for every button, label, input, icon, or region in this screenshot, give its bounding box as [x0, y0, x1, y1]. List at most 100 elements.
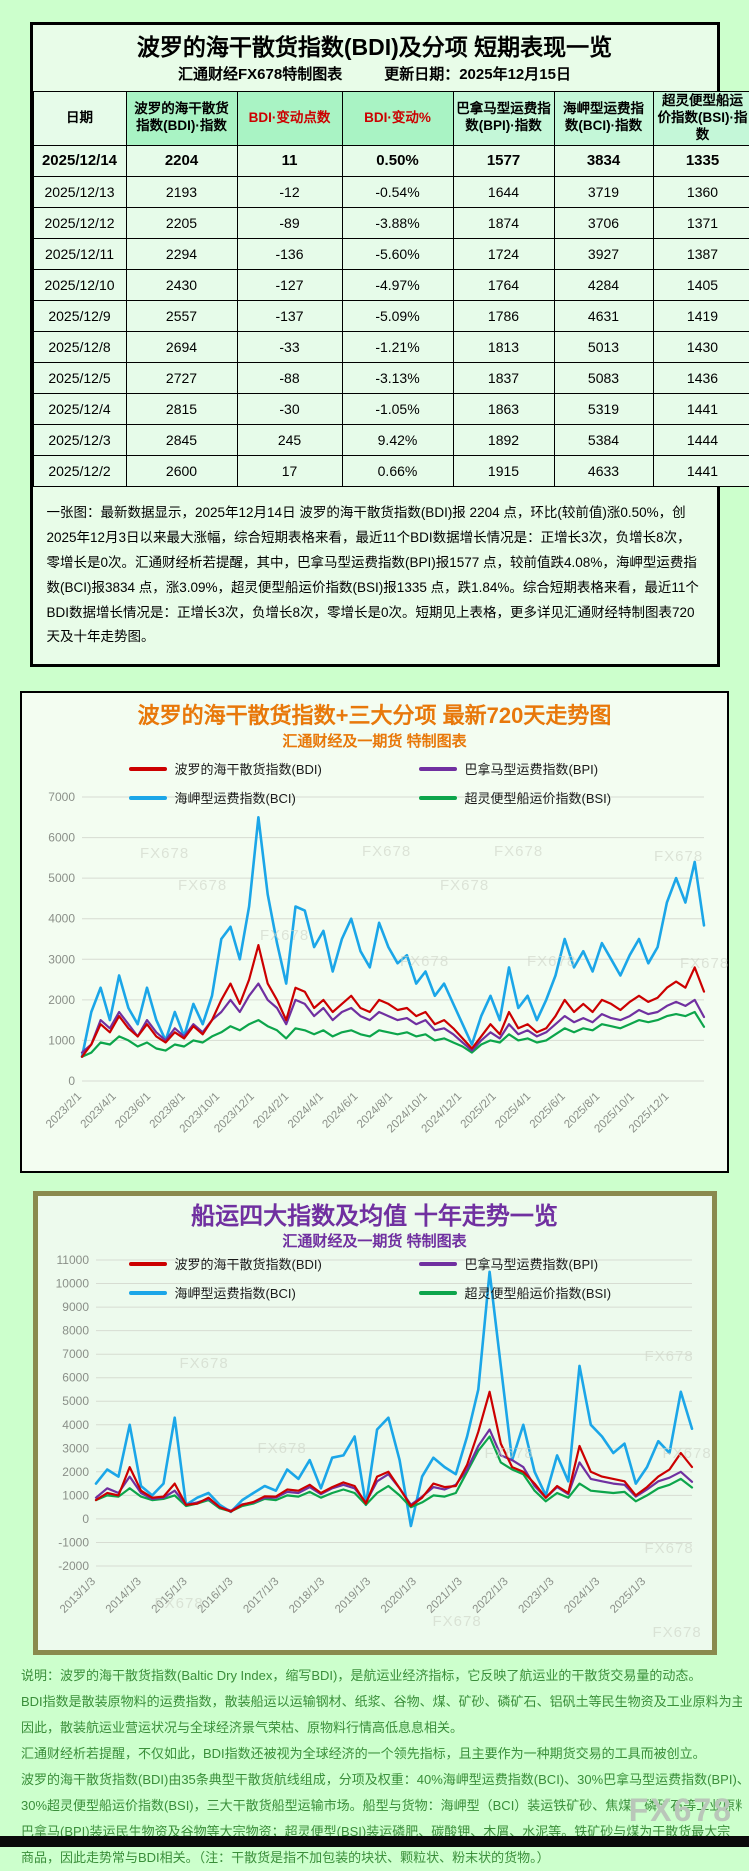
- chart1-title: 波罗的海干散货指数+三大分项 最新720天走势图: [22, 701, 727, 731]
- table-cell: 1764: [453, 269, 554, 300]
- table-cell: 1837: [453, 362, 554, 393]
- table-cell: 3834: [554, 145, 653, 176]
- description-line: 汇通财经析若提醒，不仅如此，BDI指数还被视为全球经济的一个领先指标，且主要作为…: [21, 1741, 742, 1767]
- svg-text:6000: 6000: [48, 831, 75, 845]
- svg-text:2023/6/1: 2023/6/1: [113, 1091, 153, 1131]
- table-cell: 5013: [554, 331, 653, 362]
- svg-text:2024/1/3: 2024/1/3: [562, 1576, 602, 1616]
- bdi-line-swatch: [129, 1262, 167, 1266]
- table-cell: 2025/12/11: [33, 238, 126, 269]
- table-cell: 1419: [653, 300, 749, 331]
- table-cell: 2025/12/5: [33, 362, 126, 393]
- column-header: BDI·变动点数: [237, 92, 342, 146]
- table-cell: 2025/12/9: [33, 300, 126, 331]
- bci-line-swatch: [129, 1291, 167, 1295]
- legend-entry-bsi: 超灵便型船运价指数(BSI): [375, 788, 665, 807]
- table-cell: 2025/12/2: [33, 455, 126, 486]
- table-cell: -137: [237, 300, 342, 331]
- table-cell: 2204: [126, 145, 237, 176]
- table-cell: 2025/12/4: [33, 393, 126, 424]
- svg-text:2019/1/3: 2019/1/3: [333, 1576, 373, 1616]
- table-cell: 11: [237, 145, 342, 176]
- table-cell: 2025/12/13: [33, 176, 126, 207]
- table-cell: -3.13%: [342, 362, 453, 393]
- svg-text:4000: 4000: [48, 912, 75, 926]
- svg-text:2025/4/1: 2025/4/1: [493, 1091, 533, 1131]
- column-header: 超灵便型船运价指数(BSI)·指数: [653, 92, 749, 146]
- bdi-legend-label: 波罗的海干散货指数(BDI): [175, 1254, 322, 1273]
- table-cell: 2600: [126, 455, 237, 486]
- table-cell: -5.09%: [342, 300, 453, 331]
- bpi-legend-label: 巴拿马型运费指数(BPI): [465, 759, 599, 778]
- column-header: BDI·变动%: [342, 92, 453, 146]
- table-cell: 2557: [126, 300, 237, 331]
- svg-text:7000: 7000: [48, 790, 75, 804]
- svg-text:5000: 5000: [48, 872, 75, 886]
- svg-text:1000: 1000: [48, 1034, 75, 1048]
- table-cell: 1892: [453, 424, 554, 455]
- svg-text:2017/1/3: 2017/1/3: [241, 1576, 281, 1616]
- legend-entry-bci: 海岬型运费指数(BCI): [85, 1283, 375, 1302]
- chart2-title: 船运四大指数及均值 十年走势一览: [38, 1202, 712, 1232]
- table-cell: -88: [237, 362, 342, 393]
- description-line: 说明：波罗的海干散货指数(Baltic Dry Index，缩写BDI)，是航运…: [21, 1663, 742, 1689]
- table-cell: -30: [237, 393, 342, 424]
- table-cell: 2845: [126, 424, 237, 455]
- table-cell: 1387: [653, 238, 749, 269]
- table-cell: 2815: [126, 393, 237, 424]
- column-header: 海岬型运费指数(BCI)·指数: [554, 92, 653, 146]
- bsi-line-swatch: [419, 796, 457, 800]
- chart1-legend: 波罗的海干散货指数(BDI) 巴拿马型运费指数(BPI) 海岬型运费指数(BCI…: [85, 759, 665, 807]
- svg-text:2025/2/1: 2025/2/1: [458, 1091, 498, 1131]
- svg-text:4000: 4000: [62, 1418, 89, 1432]
- table-subtitle: 汇通财经FX678特制图表更新日期：2025年12月15日: [33, 63, 717, 87]
- table-cell: 4631: [554, 300, 653, 331]
- table-cell: 3927: [554, 238, 653, 269]
- bsi-legend-label: 超灵便型船运价指数(BSI): [465, 788, 612, 807]
- table-cell: 1874: [453, 207, 554, 238]
- bci-legend-label: 海岬型运费指数(BCI): [175, 1283, 296, 1302]
- legend-entry-bpi: 巴拿马型运费指数(BPI): [375, 1254, 665, 1273]
- bsi-legend-label: 超灵便型船运价指数(BSI): [465, 1283, 612, 1302]
- svg-text:2020/1/3: 2020/1/3: [378, 1576, 418, 1616]
- svg-text:2000: 2000: [62, 1465, 89, 1479]
- table-cell: 1441: [653, 455, 749, 486]
- table-cell: 2294: [126, 238, 237, 269]
- svg-text:2000: 2000: [48, 993, 75, 1007]
- table-cell: 3719: [554, 176, 653, 207]
- svg-text:8000: 8000: [62, 1324, 89, 1338]
- bpi-legend-label: 巴拿马型运费指数(BPI): [465, 1254, 599, 1273]
- table-cell: 1405: [653, 269, 749, 300]
- svg-text:-2000: -2000: [58, 1559, 89, 1573]
- bdi-legend-label: 波罗的海干散货指数(BDI): [175, 759, 322, 778]
- svg-text:2016/1/3: 2016/1/3: [195, 1576, 235, 1616]
- svg-text:2024/4/1: 2024/4/1: [285, 1091, 325, 1131]
- table-cell: 245: [237, 424, 342, 455]
- svg-text:2018/1/3: 2018/1/3: [287, 1576, 327, 1616]
- bci-line-swatch: [129, 796, 167, 800]
- chart1-plot: 010002000300040005000600070002023/2/1202…: [24, 753, 726, 1165]
- table-title: 波罗的海干散货指数(BDI)及分项 短期表现一览: [33, 31, 717, 63]
- table-cell: 5384: [554, 424, 653, 455]
- table-cell: 1813: [453, 331, 554, 362]
- chart1-subtitle: 汇通财经及一期货 特制图表: [22, 731, 727, 753]
- table-cell: 1915: [453, 455, 554, 486]
- bci-legend-label: 海岬型运费指数(BCI): [175, 788, 296, 807]
- table-cell: 5319: [554, 393, 653, 424]
- table-cell: 0.66%: [342, 455, 453, 486]
- column-header: 波罗的海干散货指数(BDI)·指数: [126, 92, 237, 146]
- svg-text:2024/2/1: 2024/2/1: [251, 1091, 291, 1131]
- fx678-watermark: FX678: [629, 1792, 733, 1829]
- table-cell: 9.42%: [342, 424, 453, 455]
- table-cell: 4284: [554, 269, 653, 300]
- legend-entry-bdi: 波罗的海干散货指数(BDI): [85, 759, 375, 778]
- description-line: BDI指数是散装原物料的运费指数，散装船运以运输钢材、纸浆、谷物、煤、矿砂、磷矿…: [21, 1689, 742, 1715]
- table-cell: 2025/12/10: [33, 269, 126, 300]
